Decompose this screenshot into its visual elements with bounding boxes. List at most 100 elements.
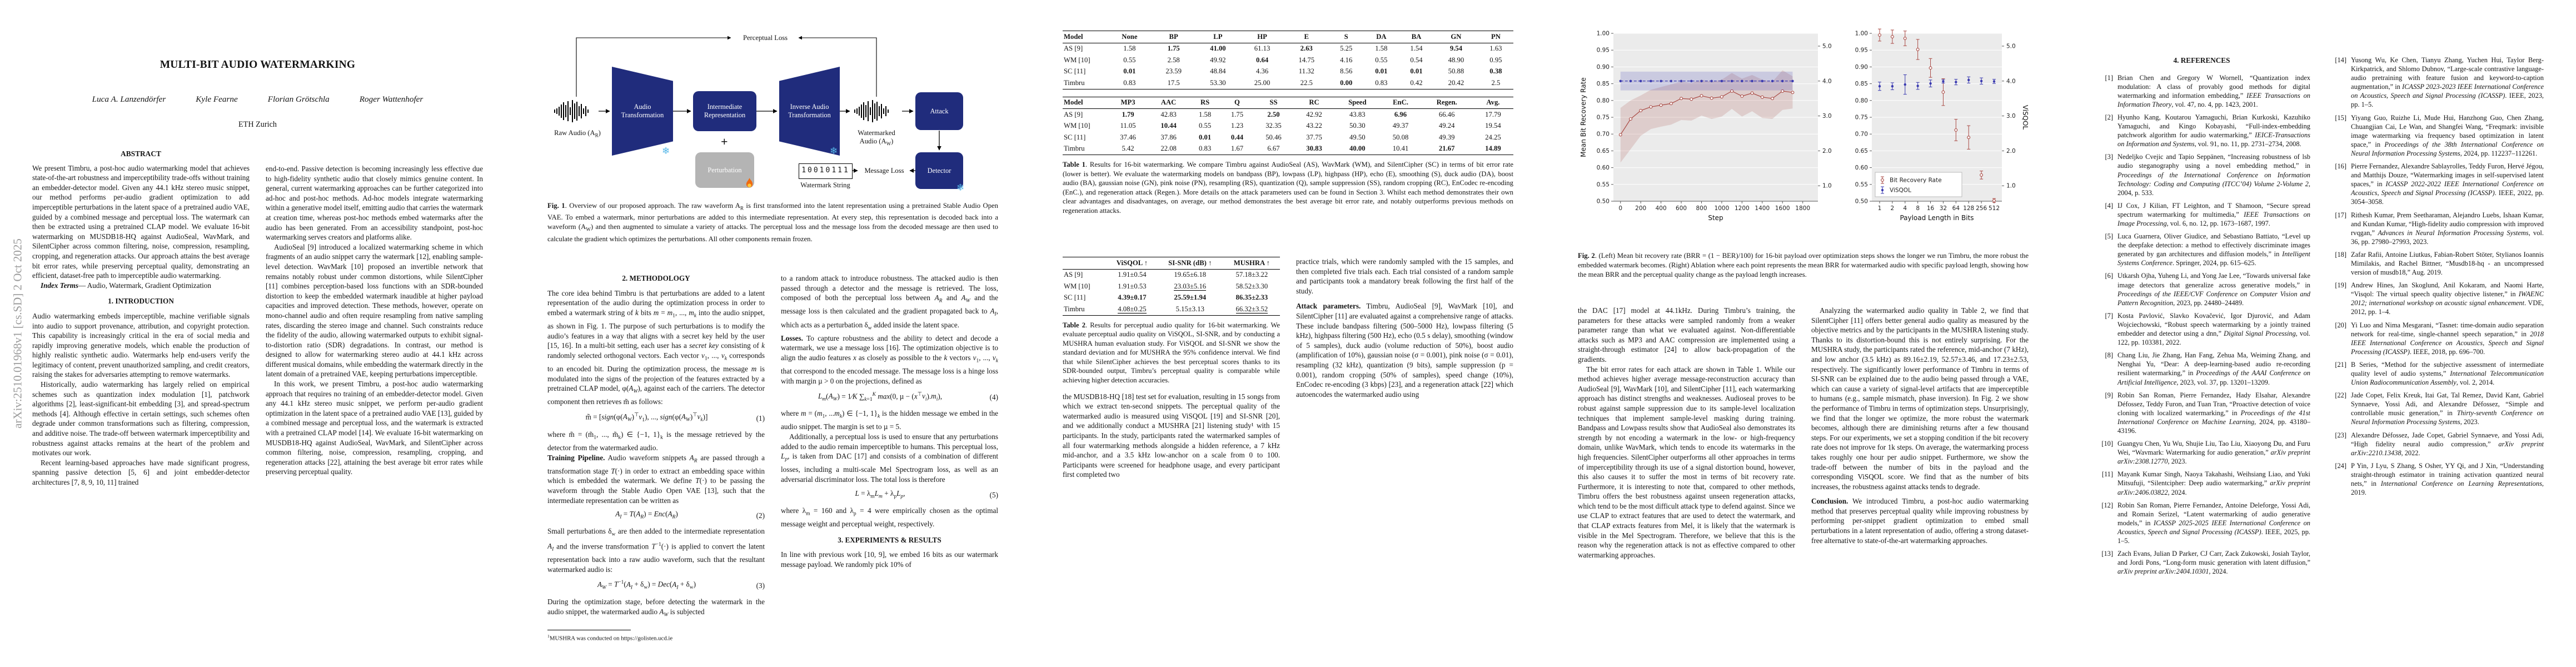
page1-left-column: ABSTRACT We present Timbru, a post-hoc a… [32, 149, 250, 645]
abstract-heading: ABSTRACT [121, 150, 161, 158]
svg-text:32: 32 [1940, 205, 1947, 212]
svg-text:5.0: 5.0 [1822, 43, 1832, 49]
svg-text:800: 800 [1696, 205, 1707, 212]
index-terms: Index Terms— Audio, Watermark, Gradient … [41, 281, 211, 290]
paragraph: the MUSDB18-HQ [18] test set for evaluat… [1063, 392, 1280, 479]
watermarked-audio-label: Watermarked Audio (AW) [858, 129, 895, 147]
perturbation-block: Perturbation [695, 152, 754, 188]
page-title: MULTI-BIT AUDIO WATERMARKING [160, 59, 356, 71]
figure1-diagram: Perceptual Loss Raw Audio (AR) Audio Tra… [547, 27, 998, 198]
paragraph: Historically, audio watermarking has lar… [32, 380, 250, 457]
svg-text:0.90: 0.90 [1597, 64, 1610, 71]
svg-text:0.65: 0.65 [1855, 148, 1868, 155]
reference-item: [12] Robin San Roman, Pierre Fernandez, A… [2101, 501, 2310, 545]
figure2-caption: Fig. 2. (Left) Mean bit recovery rate (B… [1578, 252, 2029, 278]
svg-text:Mean Bit Recovery Rate: Mean Bit Recovery Rate [1580, 77, 1587, 157]
paragraph: In this work, we present Timbru, a post-… [266, 380, 483, 476]
svg-text:0: 0 [1618, 205, 1622, 212]
svg-text:0.95: 0.95 [1597, 47, 1610, 54]
svg-text:200: 200 [1635, 205, 1646, 212]
svg-text:600: 600 [1676, 205, 1687, 212]
svg-text:1: 1 [1878, 205, 1882, 212]
svg-text:0.70: 0.70 [1597, 131, 1610, 138]
reference-item: [2] Hyunho Kang, Koutarou Yamaguchi, Bria… [2105, 113, 2310, 148]
equation-1: m̃ = [sign(φ(AW)⊤v1), ..., sign(φ(AW)⊤vk… [547, 411, 765, 426]
svg-text:Step: Step [1708, 214, 1723, 222]
reference-item: [22] Jade Copet, Felix Kreuk, Itai Gat, T… [2335, 391, 2544, 426]
reference-item: [20] Yi Luo and Nima Mesgarani, “Tasnet: … [2335, 321, 2544, 356]
equation-number: (1) [756, 414, 765, 422]
reference-item: [16] Pierre Fernandez, Alexandre Sablayro… [2335, 162, 2544, 206]
references-list: [1] Brian Chen and Gregory W Wornell, “Qu… [2093, 73, 2310, 576]
table2-caption: Table 2. Results for perceptual audio qu… [1063, 321, 1280, 385]
paragraph: to a random attack to introduce robustne… [781, 274, 998, 331]
paragraph: Small perturbations δw are then added to… [547, 527, 765, 574]
svg-text:0.80: 0.80 [1855, 97, 1868, 104]
section-heading-experiments: 3. EXPERIMENTS & RESULTS [838, 535, 941, 544]
reference-item: [6] Utkarsh Ojha, Yuheng Li, and Yong Jae… [2105, 272, 2310, 307]
svg-text:0.50: 0.50 [1597, 198, 1610, 205]
paragraph: where m = (m1, ...mk) ∈ {−1, 1}k is the … [781, 409, 998, 431]
svg-text:16: 16 [1927, 205, 1935, 212]
paragraph: During the optimization stage, before de… [547, 598, 765, 618]
reference-item: [8] Chang Liu, Jie Zhang, Han Fang, Zehua… [2105, 351, 2310, 386]
paragraph: Attack parameters. Timbru, AudioSeal [9]… [1296, 302, 1513, 399]
equation-number: (4) [989, 393, 998, 402]
equation-formula: Lm(AW) = 1∕K ∑k=1K max(0, µ − (x⊤vi).mi)… [818, 391, 943, 402]
abstract-text: We present Timbru, a post-hoc audio wate… [32, 163, 250, 280]
svg-text:0.95: 0.95 [1855, 47, 1868, 54]
references-right-column: [14] Yusong Wu, Ke Chen, Tianyu Zhang, Yu… [2326, 56, 2544, 645]
paragraph: Training Pipeline. Audio waveform snippe… [547, 453, 765, 505]
equation-formula: L = λmLm + λpLp, [855, 489, 905, 500]
svg-text:0.85: 0.85 [1855, 81, 1868, 87]
paragraph: Audio watermarking embeds imperceptible,… [32, 311, 250, 379]
reference-item: [13] Zach Evans, Julian D Parker, CJ Carr… [2101, 550, 2310, 576]
page3-left-column: ViSQOL ↑ SI-SNR (dB) ↑ MUSHRA ↑ AS [9] 1.91±… [1063, 257, 1280, 646]
svg-text:0.75: 0.75 [1597, 115, 1610, 121]
svg-text:1200: 1200 [1735, 205, 1750, 212]
svg-text:2.0: 2.0 [1822, 148, 1832, 155]
reference-item: [17] Rithesh Kumar, Prem Seetharaman, Ale… [2335, 211, 2544, 246]
references-list: [14] Yusong Wu, Ke Chen, Tianyu Zhang, Yu… [2326, 56, 2544, 497]
svg-text:3.0: 3.0 [2006, 113, 2016, 120]
audio-transformation-block: Audio Transformation [612, 67, 673, 156]
svg-text:Payload Length in Bits: Payload Length in Bits [1900, 214, 1974, 222]
watermark-string-label: Watermark String [800, 181, 850, 189]
table2: ViSQOL ↑ SI-SNR (dB) ↑ MUSHRA ↑ AS [9] 1.91±… [1063, 257, 1280, 316]
author: Luca A. Lanzendörfer [92, 94, 166, 104]
svg-text:2: 2 [1891, 205, 1895, 212]
svg-text:ViSQOL: ViSQOL [1890, 187, 1911, 194]
svg-text:128: 128 [1963, 205, 1974, 212]
page4-right-column: Analyzing the watermarked audio quality … [1811, 306, 2029, 645]
figure2-charts: 0.50 0.55 0.60 0.65 0.70 0.75 0.80 0.85 0.90 0.95… [1578, 26, 2029, 243]
svg-text:0.60: 0.60 [1597, 165, 1610, 171]
page2-left-column: 2. METHODOLOGY The core idea behind Timb… [547, 273, 765, 629]
footnote: 1MUSHRA was conducted on https://goliste… [547, 630, 765, 643]
reference-item: [19] Andrew Hines, Jan Skoglund, Anil Kok… [2335, 281, 2544, 316]
paragraph: Losses. To capture robustness and the ab… [781, 334, 998, 385]
svg-text:0.55: 0.55 [1597, 181, 1610, 188]
svg-text:4.0: 4.0 [1822, 78, 1832, 84]
svg-text:Bit Recovery Rate: Bit Recovery Rate [1890, 177, 1942, 184]
waveform-icon [854, 98, 889, 125]
figure2-right-chart: 0.50 0.55 0.60 0.65 0.70 0.75 0.80 0.85 0.90 0.95… [1855, 28, 2029, 222]
equation-3: AW = T−1(AI + δw) = Dec(AI + δw) (3) [547, 578, 765, 593]
reference-item: [24] P Yin, J Lyu, S Zhang, S Osher, YY Q… [2335, 461, 2544, 497]
equation-number: (2) [756, 511, 765, 520]
svg-text:ViSQOL: ViSQOL [2021, 105, 2029, 130]
page-2: Perceptual Loss Raw Audio (AR) Audio Tra… [515, 0, 1030, 667]
plus-sign: + [721, 135, 728, 148]
equation-formula: AW = T−1(AI + δw) = Dec(AI + δw) [597, 580, 696, 591]
affiliation: ETH Zurich [238, 120, 277, 129]
detector-block: Detector [915, 152, 963, 189]
table1-part-b: Model MP3 AAC RS Q SS RC Speed EnC. Regen. Avg. AS … [1063, 96, 1513, 155]
svg-text:0.75: 0.75 [1855, 115, 1868, 121]
equation-5: L = λmLm + λpLp, (5) [781, 489, 998, 502]
svg-text:5.0: 5.0 [2006, 43, 2016, 49]
reference-item: [9] Robin San Roman, Pierre Fernandez, Ha… [2105, 391, 2310, 435]
svg-text:3.0: 3.0 [1822, 113, 1832, 120]
page2-right-column: to a random attack to introduce robustne… [781, 273, 998, 629]
page4-left-column: the DAC [17] model at 44.1kHz. During Ti… [1578, 306, 1795, 645]
svg-text:512: 512 [1989, 205, 2000, 212]
